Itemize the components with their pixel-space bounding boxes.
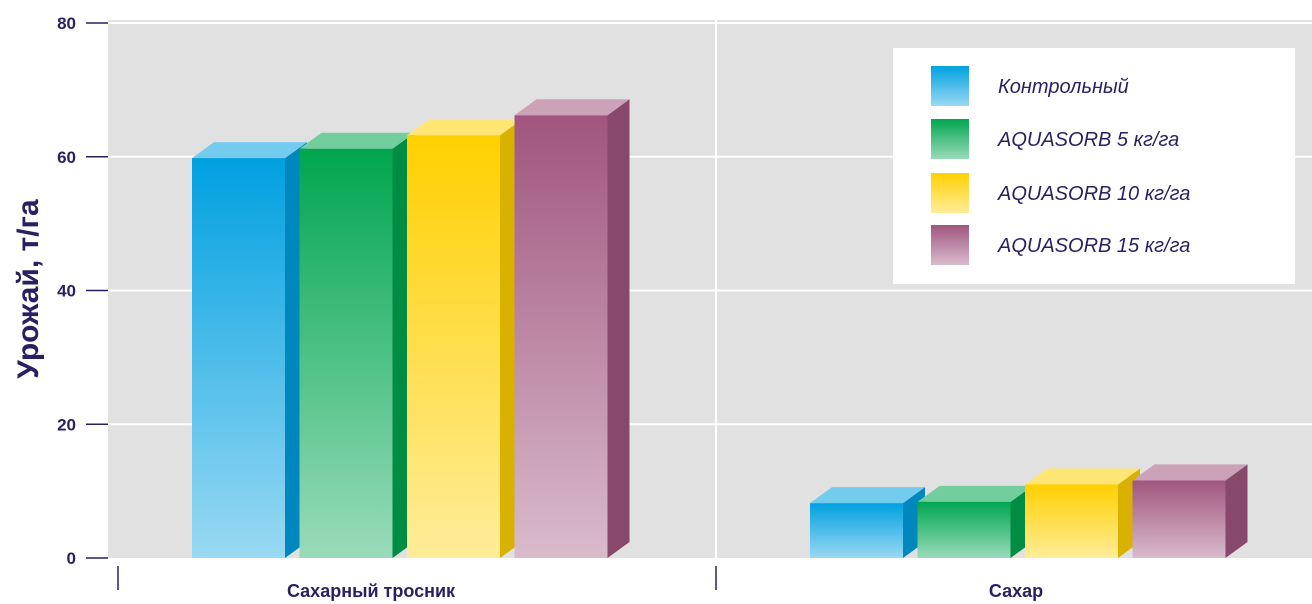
bar-top xyxy=(407,119,522,136)
legend-swatch xyxy=(931,66,969,106)
bar xyxy=(1132,464,1248,558)
bar-front xyxy=(810,503,903,558)
bar-top xyxy=(917,485,1033,502)
bar-front xyxy=(514,115,608,558)
bar xyxy=(407,119,522,558)
y-tick-label: 40 xyxy=(57,282,76,301)
y-tick-label: 20 xyxy=(57,415,76,434)
bar-top xyxy=(810,487,925,504)
bar xyxy=(514,99,630,558)
bar-top xyxy=(514,99,630,116)
y-tick-label: 60 xyxy=(57,148,76,167)
bar xyxy=(1025,468,1140,558)
legend: Контрольный AQUASORB 5 кг/га AQUASORB 10 к… xyxy=(893,48,1295,284)
legend-swatch xyxy=(931,173,969,213)
legend-item: AQUASORB 15 кг/га xyxy=(931,225,1190,265)
bar xyxy=(810,487,925,558)
bar xyxy=(192,142,307,558)
bar-front xyxy=(1025,484,1118,558)
bar-top xyxy=(192,142,307,159)
legend-item: AQUASORB 10 кг/га xyxy=(931,173,1190,213)
legend-item: Контрольный xyxy=(931,66,1129,106)
y-tick-label: 0 xyxy=(67,549,76,568)
bar-top xyxy=(1025,468,1140,485)
category-label: Сахарный тросник xyxy=(287,581,456,601)
bar-top xyxy=(299,132,415,149)
x-axis: Сахарный тросник Сахар xyxy=(117,566,1043,601)
bar-side xyxy=(607,99,630,558)
legend-label: AQUASORB 15 кг/га xyxy=(997,235,1190,257)
bar-front xyxy=(299,148,393,558)
bar-side xyxy=(1225,464,1248,558)
bar-front xyxy=(1132,480,1226,558)
category-label: Сахар xyxy=(989,581,1043,601)
legend-item: AQUASORB 5 кг/га xyxy=(931,119,1179,159)
legend-label: AQUASORB 5 кг/га xyxy=(997,129,1179,151)
legend-label: Контрольный xyxy=(998,76,1129,98)
bars xyxy=(192,99,1248,558)
legend-swatch xyxy=(931,225,969,265)
bar-front xyxy=(192,158,285,558)
bar xyxy=(917,485,1033,558)
y-tick-label: 80 xyxy=(57,14,76,33)
bar-front xyxy=(407,135,500,558)
y-axis: 0 20 40 60 80 xyxy=(57,14,108,568)
legend-swatch xyxy=(931,119,969,159)
legend-label: AQUASORB 10 кг/га xyxy=(997,183,1190,205)
bar xyxy=(299,132,415,558)
bar-top xyxy=(1132,464,1248,481)
y-axis-label: Урожай, т/га xyxy=(12,199,45,379)
bar-front xyxy=(917,501,1011,558)
